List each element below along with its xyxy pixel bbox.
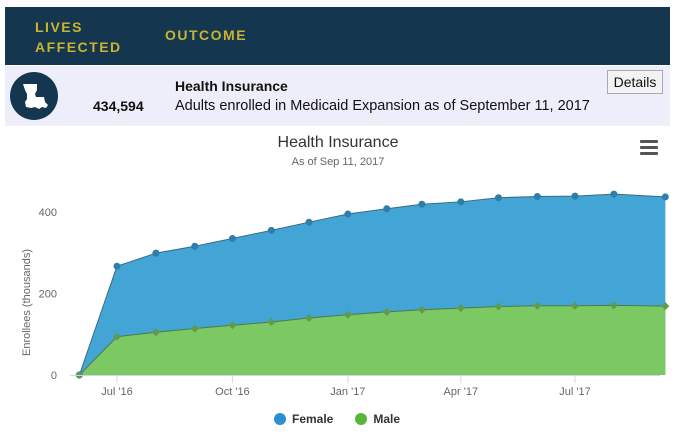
male-point: [417, 305, 426, 314]
female-point: [113, 262, 121, 270]
male-point: [190, 324, 199, 333]
male-point: [304, 313, 313, 322]
y-tick-label: 200: [39, 289, 57, 301]
legend-label: Female: [292, 412, 334, 426]
table-header: LIVES AFFECTED OUTCOME: [5, 7, 670, 65]
male-dot-icon: [355, 413, 368, 425]
column-outcome: OUTCOME: [165, 27, 248, 43]
female-point: [457, 198, 465, 206]
outcome-title: Health Insurance: [175, 78, 288, 94]
hamburger-menu-icon[interactable]: [640, 140, 658, 158]
male-point: [151, 328, 160, 337]
female-point: [191, 242, 199, 250]
enrollment-chart: 0 200 400 Jul '16 Oct '16 Jan '17 Apr '17 Jul '…: [21, 190, 670, 398]
male-point: [456, 304, 465, 313]
female-point: [228, 234, 236, 242]
female-point: [305, 218, 313, 226]
female-point: [344, 210, 352, 218]
details-button[interactable]: Details: [607, 70, 663, 94]
x-tick-label: Oct '16: [215, 386, 250, 398]
female-point: [152, 249, 160, 257]
female-point: [418, 200, 426, 208]
male-area: [79, 305, 666, 375]
x-tick-label: Jan '17: [330, 386, 365, 398]
male-point: [113, 332, 121, 341]
female-point: [383, 205, 391, 213]
female-point: [267, 226, 275, 234]
female-point: [571, 192, 579, 200]
male-point: [228, 321, 237, 330]
female-point: [494, 194, 502, 202]
male-point: [571, 301, 579, 310]
male-point: [267, 318, 276, 327]
lives-affected-count: 434,594: [93, 98, 144, 114]
louisiana-state-icon: [10, 72, 58, 120]
legend-item-female[interactable]: Female: [274, 412, 333, 426]
male-point: [533, 301, 542, 310]
male-point: [494, 302, 503, 311]
y-axis-title: Enrollees (thousands): [21, 249, 33, 356]
x-tick-label: Apr '17: [444, 386, 479, 398]
female-point: [661, 193, 669, 201]
chart-subtitle: As of Sep 11, 2017: [291, 156, 385, 168]
female-line: [78, 193, 666, 376]
male-point: [343, 310, 352, 319]
x-tick-label: Jul '16: [101, 386, 132, 398]
male-point: [382, 307, 391, 316]
legend-item-male[interactable]: Male: [355, 412, 400, 426]
male-point: [609, 301, 618, 310]
chart-title: Health Insurance: [277, 134, 399, 151]
column-lives-affected: LIVES AFFECTED: [35, 19, 122, 55]
legend-label: Male: [373, 412, 401, 426]
outcome-description: Adults enrolled in Medicaid Expansion as…: [175, 98, 590, 114]
outcome-row: 434,594 Health Insurance Adults enrolled…: [5, 66, 670, 126]
x-tick-label: Jul '17: [559, 386, 590, 398]
male-point: [661, 302, 670, 311]
chart-legend: Female Male: [274, 412, 400, 426]
y-tick-label: 0: [51, 370, 57, 382]
female-point: [610, 190, 618, 198]
male-line: [78, 304, 666, 376]
female-point: [533, 193, 541, 201]
female-dot-icon: [274, 413, 286, 425]
y-tick-label: 400: [39, 207, 57, 219]
